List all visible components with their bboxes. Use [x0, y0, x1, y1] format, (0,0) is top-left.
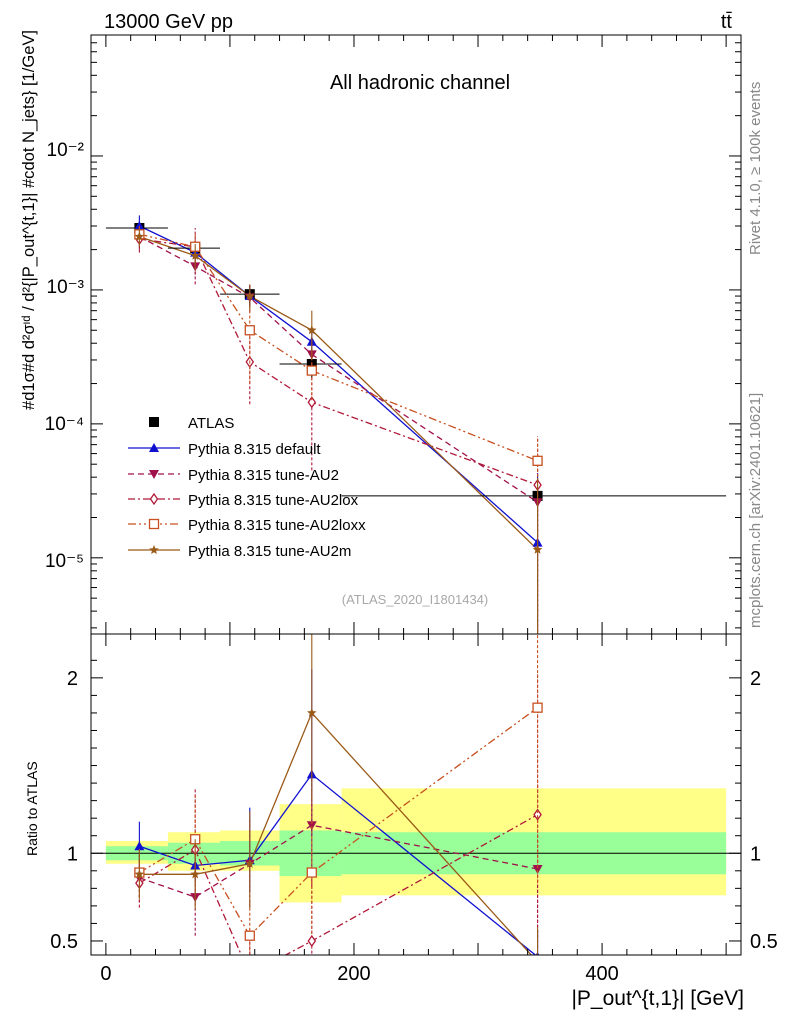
- legend-label-au2loxx: Pythia 8.315 tune-AU2loxx: [188, 517, 366, 534]
- data-marks: [105, 215, 727, 979]
- legend-label-au2: Pythia 8.315 tune-AU2: [188, 467, 339, 484]
- ratio-pythia-8-315-tune-au2m-point: [307, 707, 317, 717]
- main-y-tick-label: 10⁻²: [47, 140, 85, 161]
- legend-label-au2lox: Pythia 8.315 tune-AU2lox: [188, 492, 359, 509]
- ratio-panel-frame: [90, 633, 742, 956]
- legend-symbol-pythia-8-315-tune-au2: [128, 470, 180, 479]
- main-pythia-8-315-tune-au2m-point: [532, 544, 543, 554]
- main-pythia-8-315-tune-au2loxx-line: [139, 233, 538, 462]
- main-y-axis-title: #d1σ#d d²σᶦᵈ / d²{|P_out^{t,1}| #cdot N_…: [19, 30, 38, 410]
- ratio-pythia-8-315-tune-au2m-point: [190, 869, 200, 879]
- legend-marker: [149, 443, 159, 452]
- legend-symbol-pythia-8-315-default: [128, 443, 180, 452]
- x-tick-label: 0: [100, 963, 111, 985]
- main-pythia-8-315-tune-au2m-point: [307, 325, 317, 335]
- main-pythia-8-315-tune-au2m-point: [245, 291, 255, 301]
- ratio-pythia-8-315-tune-au2m-point: [245, 858, 255, 868]
- ratio-pythia-8-315-tune-au2m-point: [134, 869, 145, 879]
- main-pythia-8-315-tune-au2m-point: [134, 231, 145, 241]
- analysis-watermark: (ATLAS_2020_I1801434): [342, 592, 488, 607]
- ratio-pythia-8-315-tune-au2lox-point: [533, 808, 542, 821]
- ratio-pythia-8-315-tune-au2loxx-point: [532, 702, 543, 713]
- ratio-y-tick-label-right: 2: [750, 668, 761, 690]
- legend-label-default: Pythia 8.315 default: [188, 441, 321, 458]
- main-y-tick-label: 10⁻³: [47, 277, 85, 298]
- legend-symbol-pythia-8-315-tune-au2loxx: [128, 518, 180, 530]
- rivet-version-label: Rivet 4.1.0, ≥ 100k events: [747, 82, 764, 255]
- legend-entry-au2: Pythia 8.315 tune-AU2: [128, 467, 339, 484]
- ratio-y-tick-label-right: 0.5: [750, 931, 778, 953]
- legend-entry-default: Pythia 8.315 default: [128, 441, 321, 458]
- main-pythia-8-315-tune-au2lox-point: [307, 396, 317, 409]
- legend-marker: [149, 470, 159, 479]
- ratio-pythia-8-315-tune-au2loxx-point: [244, 930, 255, 941]
- legend-entry-au2loxx: Pythia 8.315 tune-AU2loxx: [128, 517, 366, 534]
- x-tick-label: 400: [585, 963, 618, 985]
- main-y-tick-label: 10⁻⁵: [45, 551, 84, 572]
- legend-marker: [148, 518, 160, 530]
- x-axis-title: |P_out^{t,1}| [GeV]: [571, 987, 744, 1010]
- ratio-pythia-8-315-tune-au2-point: [306, 821, 317, 831]
- main-pythia-8-315-default-point: [134, 221, 145, 231]
- ratio-markers: [134, 634, 543, 979]
- main-pythia-8-315-tune-au2-line: [139, 236, 538, 503]
- header-energy-label: 13000 GeV pp: [104, 11, 233, 33]
- mcplots-url-label: mcplots.cern.ch [arXiv:2401.10621]: [747, 393, 764, 628]
- main-pythia-8-315-tune-au2loxx-point: [244, 325, 255, 336]
- ratio-y-axis-title: Ratio to ATLAS: [24, 761, 40, 856]
- legend-entry-atlas: ATLAS: [149, 415, 234, 432]
- main-markers: [105, 215, 727, 634]
- main-pythia-8-315-tune-au2loxx-point: [306, 365, 317, 376]
- ratio-pythia-8-315-tune-au2lox-point: [307, 934, 317, 948]
- main-y-tick-label: 10⁻⁴: [45, 414, 84, 435]
- ratio-pythia-8-315-tune-au2m-point: [533, 957, 543, 966]
- header-process-label: tt̄: [721, 11, 733, 33]
- legend-symbol-pythia-8-315-tune-au2lox: [128, 492, 180, 506]
- ratio-y-tick-label: 0.5: [50, 931, 78, 953]
- legend-symbol-atlas: [149, 417, 159, 427]
- ratio-bands: [91, 788, 741, 903]
- main-pythia-8-315-tune-au2loxx-point: [532, 455, 543, 466]
- main-panel-title: All hadronic channel: [330, 72, 510, 94]
- legend-marker: [149, 417, 159, 427]
- main-pythia-8-315-tune-au2m-point: [190, 250, 200, 260]
- legend: ATLAS Pythia 8.315 default Pythia 8.315 …: [128, 415, 366, 560]
- legend-marker: [149, 545, 159, 554]
- legend-marker: [149, 492, 159, 506]
- axes: [90, 34, 742, 956]
- ratio-pythia-8-315-tune-au2lox-point: [246, 969, 253, 979]
- ratio-y-tick-label-right: 1: [750, 843, 761, 865]
- x-tick-label: 200: [337, 963, 370, 985]
- legend-symbol-pythia-8-315-tune-au2m: [128, 545, 180, 554]
- legend-entry-au2m: Pythia 8.315 tune-AU2m: [128, 543, 351, 560]
- legend-label-atlas: ATLAS: [188, 415, 234, 432]
- ratio-pythia-8-315-tune-au2loxx-point: [306, 867, 317, 878]
- ratio-pythia-8-315-default-point: [134, 841, 145, 851]
- ratio-y-tick-label: 1: [67, 843, 78, 865]
- legend-entry-au2lox: Pythia 8.315 tune-AU2lox: [128, 492, 359, 509]
- legend-label-au2m: Pythia 8.315 tune-AU2m: [188, 543, 351, 560]
- ratio-y-tick-label: 2: [67, 668, 78, 690]
